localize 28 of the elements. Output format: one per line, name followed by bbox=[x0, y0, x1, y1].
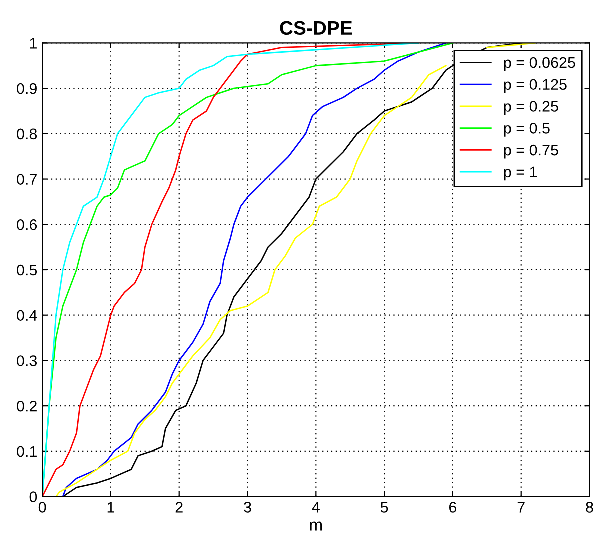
x-tick-label: 2 bbox=[176, 502, 183, 513]
y-tick-label: 0.3 bbox=[17, 356, 38, 366]
x-tick-label: 4 bbox=[312, 502, 320, 513]
y-tick-label: 0.7 bbox=[17, 174, 37, 185]
x-tick-label: 1 bbox=[108, 502, 114, 513]
y-tick-label: 0.4 bbox=[17, 310, 38, 322]
y-tick-label: 0.1 bbox=[17, 446, 37, 458]
y-tick-label: 1 bbox=[30, 38, 37, 49]
y-tick-label: 0.9 bbox=[17, 83, 37, 94]
legend-label: p = 1 bbox=[504, 166, 538, 181]
legend-label: p = 0.0625 bbox=[504, 57, 576, 72]
x-tick-label: 0 bbox=[38, 502, 46, 513]
x-tick-label: 6 bbox=[449, 502, 457, 513]
x-tick-label: 3 bbox=[244, 502, 252, 513]
y-tick-label: 0.5 bbox=[17, 264, 38, 276]
x-tick-label: 5 bbox=[380, 502, 388, 513]
legend-label: p = 0.125 bbox=[504, 79, 567, 94]
x-axis-title: m bbox=[310, 522, 322, 531]
y-tick-label: 0 bbox=[30, 492, 38, 502]
y-tick-label: 0.8 bbox=[17, 128, 38, 140]
chart-title: CS-DPE bbox=[280, 21, 352, 36]
x-tick-label: 7 bbox=[518, 502, 525, 513]
legend-label: p = 0.25 bbox=[504, 101, 558, 115]
y-tick-label: 0.6 bbox=[17, 220, 38, 230]
x-tick-label: 8 bbox=[586, 502, 594, 513]
legend-label: p = 0.5 bbox=[504, 122, 550, 137]
y-tick-label: 0.2 bbox=[17, 400, 37, 412]
legend-label: p = 0.75 bbox=[504, 144, 558, 159]
